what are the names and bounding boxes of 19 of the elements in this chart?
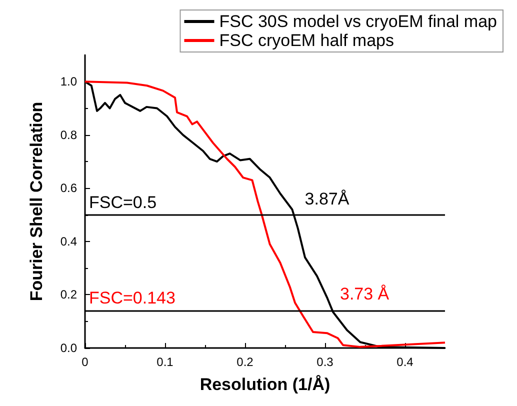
y-axis-title: Fourier Shell Correlation: [27, 102, 46, 302]
x-axis-title: Resolution (1/Å): [200, 375, 330, 394]
legend-label: FSC 30S model vs cryoEM final map: [219, 12, 498, 31]
ref-line-label: FSC=0.5: [89, 192, 157, 212]
annotation: 3.87Å: [304, 189, 350, 208]
y-tick-label: 0.8: [60, 128, 78, 142]
y-tick-label: 1.0: [60, 74, 78, 89]
x-tick-label: 0.4: [396, 355, 414, 369]
y-tick-label: 0.0: [60, 341, 78, 355]
annotation: 3.73 Å: [340, 284, 390, 304]
x-tick-label: 0.3: [316, 355, 334, 369]
x-tick-label: 0.2: [236, 355, 254, 369]
y-tick-label: 0.4: [60, 234, 78, 248]
x-tick-label: 0.1: [156, 355, 174, 369]
ref-line-label: FSC=0.143: [89, 288, 176, 308]
y-tick-label: 0.2: [60, 288, 78, 302]
legend-label: FSC cryoEM half maps: [219, 31, 394, 50]
x-tick-label: 0: [82, 355, 89, 369]
y-tick-label: 0.6: [60, 181, 78, 196]
